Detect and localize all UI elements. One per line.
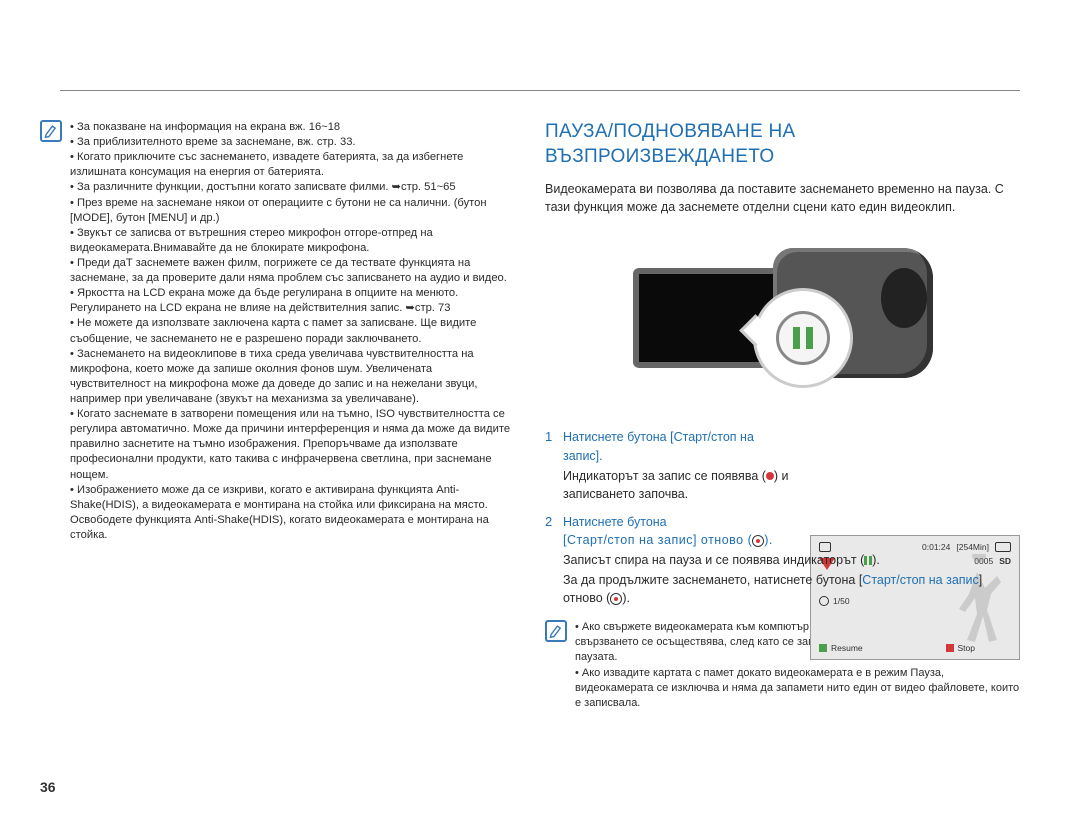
step-1-body: Индикаторът за запис се появява () и зап… [563,467,795,503]
page-number: 36 [40,779,56,795]
step-2-body-2: За да продължите заснемането, натиснете … [563,571,1020,607]
step-2: 2 Натиснете бутона [Старт/стоп на запис]… [545,513,1020,608]
note-bullet: • За приблизителното време за заснемане,… [70,135,515,150]
step-2-subtitle: [Старт/стоп на запис] отново (). [563,531,1020,549]
lcd-resume: Resume [831,643,863,653]
step-1-title: Натиснете бутона [Старт/стоп на запис]. [563,430,754,462]
note-bullet: • Яркостта на LCD екрана може да бъде ре… [70,286,515,316]
note-icon [545,620,567,642]
note-bullet: • За показване на информация на екрана в… [70,120,515,135]
note-bullet: • Когато приключите със заснемането, изв… [70,150,515,180]
right-column: ПАУЗА/ПОДНОВЯВАНЕ НА ВЪЗПРОИЗВЕЖДАНЕТО В… [545,90,1020,712]
note-bullet: • Не можете да използвате заключена карт… [70,316,515,346]
camera-illustration [633,228,933,418]
note-bullet: • Изображението може да се изкриви, кога… [70,483,515,543]
pause-indicator-icon [864,556,872,565]
pause-callout [753,288,853,388]
manual-page: • За показване на информация на екрана в… [0,0,1080,712]
rec-button-icon-2 [610,593,622,605]
note-bullet: • През време на заснемане някои от опера… [70,196,515,226]
step-2-number: 2 [545,513,552,532]
pause-button-icon [776,311,830,365]
intro-text: Видеокамерата ви позволява да поставите … [545,181,1020,216]
step-2-title: Натиснете бутона [563,515,667,529]
note-bullet: • За различните функции, достъпни когато… [70,180,515,195]
note-bullet: • Звукът се записва от вътрешния стерео … [70,226,515,256]
note-bullet: • Заснемането на видеоклипове в тиха сре… [70,347,515,407]
note-bullet: • Когато заснемате в затворени помещения… [70,407,515,483]
camera-lens [881,268,927,328]
section-title: ПАУЗА/ПОДНОВЯВАНЕ НА ВЪЗПРОИЗВЕЖДАНЕТО [545,120,1020,169]
note-bullet: • Ако извадите картата с памет докато ви… [575,666,1020,712]
stop-icon [946,644,954,652]
resume-icon [819,644,827,652]
note-icon [40,120,62,142]
left-notes-text: • За показване на информация на екрана в… [70,120,515,712]
record-dot-icon [766,472,774,480]
left-column: • За показване на информация на екрана в… [40,90,515,712]
lcd-stop: Stop [958,643,976,653]
step-2-body-1: Записът спира на пауза и се появява инди… [563,551,1020,569]
step-1-number: 1 [545,428,552,447]
step-1: 1 Натиснете бутона [Старт/стоп на запис]… [545,428,795,503]
rec-button-icon [752,535,764,547]
note-bullet: • Преди даT заснемете важен филм, погриж… [70,256,515,286]
